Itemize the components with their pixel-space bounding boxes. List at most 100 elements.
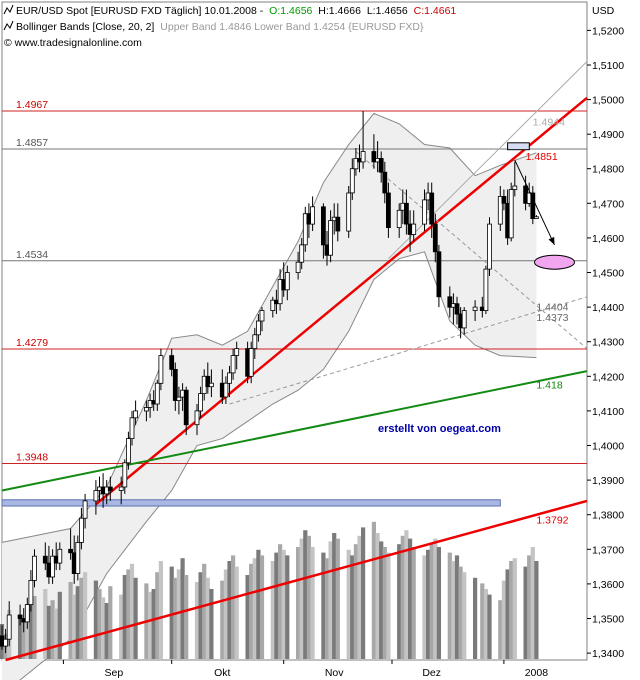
candle-body (270, 299, 276, 312)
price-series-icon (3, 4, 14, 15)
candle-body (277, 279, 283, 305)
volume-bar (176, 569, 181, 659)
currency-label: USD (592, 5, 615, 17)
resistance-box (507, 142, 530, 151)
candle-body (82, 500, 88, 519)
volume-bar (281, 549, 286, 659)
trendline-green (1, 370, 588, 492)
volume-bar (259, 555, 265, 659)
forecast-arrow-head (548, 236, 555, 245)
volume-bar (278, 544, 283, 659)
volume-bar (231, 555, 236, 659)
y-tick-label: 1,4700 (592, 198, 624, 210)
volume-bar (43, 589, 48, 659)
candle (349, 158, 355, 200)
volume-bar (119, 594, 124, 659)
volume-bar (436, 547, 441, 659)
candle-body (158, 355, 164, 384)
volume-bar (462, 572, 467, 659)
candle-body (422, 199, 427, 225)
candle (346, 186, 352, 238)
candle (436, 244, 442, 308)
volume-bar (129, 563, 135, 659)
candle-body (75, 542, 81, 574)
volume-bar (252, 558, 257, 659)
volume-bar (46, 605, 51, 659)
volume-bar (54, 608, 59, 659)
volume-bar (346, 549, 351, 659)
volume-bar (205, 577, 210, 659)
candle (422, 189, 427, 231)
volume-bar (202, 563, 207, 659)
candle-body (353, 157, 359, 170)
candle (396, 203, 402, 238)
y-tick-label: 1,4800 (592, 164, 624, 176)
candle (255, 314, 261, 342)
candle-body (93, 490, 99, 502)
candle (158, 348, 164, 391)
candle-body (403, 202, 409, 225)
volume-bar (371, 521, 376, 659)
candle (403, 189, 409, 235)
candle (75, 535, 81, 581)
volume-bar (158, 561, 163, 659)
candle (198, 386, 204, 418)
candle (3, 628, 8, 654)
x-tick-label: Sep (105, 667, 124, 679)
candle (248, 341, 254, 384)
volume-bar (25, 611, 30, 659)
ohlc-low: L:1.4656 (367, 5, 408, 17)
website-credit: © www.tradesignalonline.com (4, 37, 142, 49)
volume-bar (328, 541, 333, 659)
candle (6, 601, 12, 647)
candle-body (396, 209, 402, 229)
ohlc-close: C:1.4661 (414, 5, 457, 17)
annotation-label: 1.4373 (536, 312, 568, 324)
candle-body (432, 223, 438, 253)
volume-bar (173, 577, 178, 659)
support-band (1, 499, 501, 507)
volume-bar (473, 577, 478, 659)
candle (335, 203, 341, 242)
candle (382, 161, 388, 204)
candle (183, 386, 189, 436)
volume-bar (93, 580, 98, 659)
candle (118, 476, 124, 505)
volume-bar (28, 603, 33, 659)
candle-body (183, 389, 189, 426)
volume-bar (223, 569, 228, 659)
candle (252, 327, 258, 359)
volume-bar (523, 566, 528, 659)
blue-band-layer (1, 499, 501, 507)
candle (299, 237, 305, 270)
candle-body (42, 555, 48, 564)
candle (133, 400, 139, 425)
volume-bar (505, 569, 510, 659)
candle (154, 379, 160, 411)
candle-body (205, 375, 211, 388)
candle (42, 542, 48, 571)
candle (93, 480, 99, 515)
volume-bar (527, 555, 532, 659)
y-tick-label: 1,4000 (592, 441, 624, 453)
volume-bar (404, 530, 409, 659)
chart-legend: EUR/USD Spot [EURUSD FXD Täglich] 10.01.… (3, 4, 457, 49)
level-label: 1.4279 (16, 337, 48, 349)
y-tick-label: 1,4200 (592, 371, 624, 383)
candle-body (483, 268, 489, 312)
candle-body (385, 192, 391, 228)
candle (82, 493, 88, 529)
volume-bar (194, 582, 200, 659)
candle (284, 265, 290, 301)
candle (32, 549, 37, 588)
candle (143, 400, 149, 422)
candle (230, 348, 236, 380)
volume-bar (480, 583, 485, 659)
markers (507, 142, 575, 270)
candle-body (79, 517, 84, 543)
volume-bar (155, 572, 160, 659)
ohlc-high: H:1.4666 (318, 5, 361, 17)
volume-bar (274, 552, 279, 659)
y-tick-label: 1,3900 (592, 475, 624, 487)
candle (411, 210, 417, 242)
